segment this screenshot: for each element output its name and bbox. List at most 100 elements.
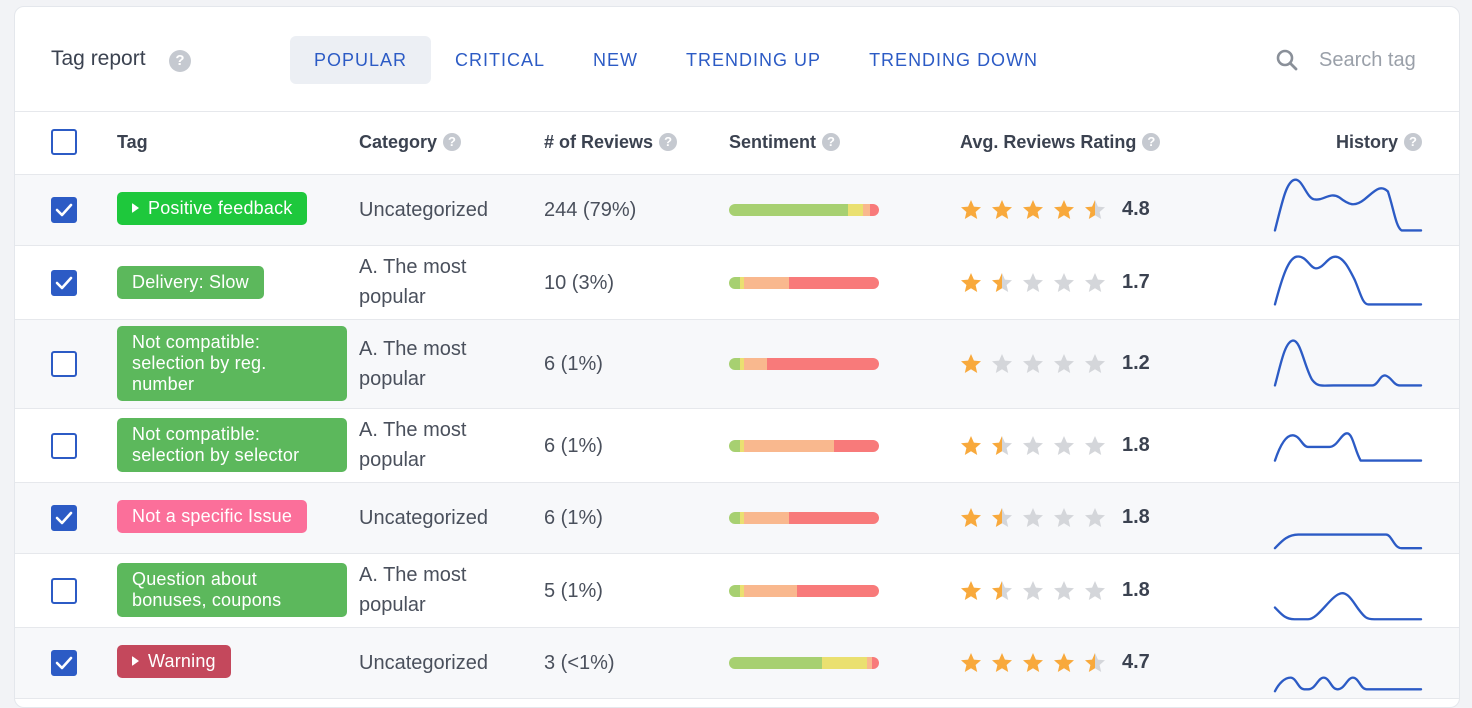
category-cell: Uncategorized: [359, 652, 488, 674]
rating-stars: [959, 352, 1114, 376]
star-icon: [961, 580, 981, 600]
category-cell: A. The most popular: [359, 338, 467, 390]
sentiment-bar: [729, 512, 879, 524]
sentiment-segment: [796, 584, 879, 597]
sentiment-segment: [729, 358, 740, 370]
star-icon: [1054, 272, 1074, 292]
help-icon[interactable]: ?: [443, 132, 462, 151]
row-checkbox[interactable]: [51, 432, 77, 459]
tag-label: Not compatible: selection by reg. number: [132, 332, 267, 394]
tab-critical[interactable]: CRITICAL: [455, 50, 546, 70]
star-icon: [1054, 508, 1074, 527]
table-row[interactable]: Delivery: Slow A. The most popular 10 (3%)…: [15, 246, 1459, 320]
sentiment-segment: [729, 584, 740, 597]
tag-label: Delivery: Slow: [132, 272, 249, 292]
avg-rating: 1.8: [1122, 578, 1150, 601]
star-icon: [1085, 272, 1105, 292]
tag-badge[interactable]: Delivery: Slow: [117, 266, 264, 299]
star-icon: [961, 435, 981, 455]
table-row[interactable]: Positive feedback Uncategorized 244 (79%) 4…: [15, 175, 1459, 246]
tag-label: Positive feedback: [148, 198, 293, 218]
star-icon: [1054, 200, 1074, 219]
sentiment-bar: [729, 358, 879, 370]
column-category[interactable]: Category?: [359, 132, 462, 153]
table-row[interactable]: Warning Uncategorized 3 (<1%) 4.7: [15, 628, 1459, 699]
tab-trending-up[interactable]: TRENDING UP: [686, 50, 822, 70]
help-icon[interactable]: ?: [1404, 132, 1423, 151]
tag-label: Question about bonuses, coupons: [132, 569, 282, 610]
row-checkbox[interactable]: [51, 577, 77, 604]
sentiment-segment: [862, 204, 870, 216]
row-checkbox[interactable]: [51, 197, 77, 223]
history-sparkline[interactable]: [1273, 409, 1423, 482]
row-checkbox[interactable]: [51, 505, 77, 531]
star-icon: [1054, 354, 1074, 373]
sentiment-bar: [729, 204, 879, 216]
history-sparkline[interactable]: [1273, 483, 1423, 553]
tag-badge[interactable]: Warning: [117, 645, 231, 678]
play-icon: [132, 656, 139, 666]
table-row[interactable]: Not compatible: selection by selector A. …: [15, 409, 1459, 483]
table-row[interactable]: Question about bonuses, coupons A. The mo…: [15, 554, 1459, 628]
history-sparkline[interactable]: [1273, 628, 1423, 698]
sentiment-segment: [729, 439, 740, 452]
sentiment-segment: [729, 657, 822, 669]
tag-table-body: Positive feedback Uncategorized 244 (79%) 4…: [15, 175, 1459, 699]
history-sparkline[interactable]: [1273, 554, 1423, 627]
page-title-text: Tag report: [51, 47, 146, 70]
sentiment-segment: [744, 358, 767, 370]
star-icon: [1085, 354, 1105, 373]
sentiment-segment: [729, 512, 740, 524]
table-row[interactable]: Not a specific Issue Uncategorized 6 (1%) 1…: [15, 483, 1459, 554]
help-icon[interactable]: ?: [1142, 132, 1161, 151]
star-icon: [1085, 435, 1105, 455]
sentiment-segment: [729, 276, 740, 289]
column-tag[interactable]: Tag: [117, 132, 148, 152]
row-checkbox[interactable]: [51, 351, 77, 377]
history-sparkline[interactable]: [1273, 246, 1423, 319]
star-icon: [961, 354, 981, 373]
search-input[interactable]: [1317, 47, 1459, 73]
select-all-checkbox[interactable]: [51, 129, 77, 155]
column-sentiment[interactable]: Sentiment?: [729, 132, 841, 153]
category-cell: Uncategorized: [359, 507, 488, 529]
sentiment-segment: [789, 276, 879, 289]
history-sparkline[interactable]: [1273, 320, 1423, 408]
tag-badge[interactable]: Not a specific Issue: [117, 500, 308, 533]
check-icon: [55, 656, 73, 670]
help-icon[interactable]: ?: [822, 132, 841, 151]
star-icon: [1023, 200, 1043, 219]
star-icon: [1054, 653, 1074, 672]
star-icon: [992, 435, 1012, 455]
row-checkbox[interactable]: [51, 650, 77, 676]
table-row[interactable]: Not compatible: selection by reg. number…: [15, 320, 1459, 409]
search-icon[interactable]: [1275, 48, 1299, 72]
tag-badge[interactable]: Question about bonuses, coupons: [117, 563, 347, 617]
star-icon: [961, 508, 981, 527]
tag-badge[interactable]: Not compatible: selection by selector: [117, 418, 347, 472]
tag-badge[interactable]: Positive feedback: [117, 192, 308, 225]
rating-stars: [959, 651, 1114, 675]
reviews-count: 6 (1%): [544, 507, 603, 529]
tag-label: Not a specific Issue: [132, 506, 293, 526]
tab-popular[interactable]: POPULAR: [290, 36, 432, 84]
avg-rating: 1.2: [1122, 352, 1150, 374]
column-history[interactable]: History?: [1336, 132, 1423, 153]
tag-badge[interactable]: Not compatible: selection by reg. number: [117, 326, 347, 401]
star-icon: [961, 272, 981, 292]
star-icon: [1054, 580, 1074, 600]
check-icon: [55, 276, 73, 289]
tab-new[interactable]: NEW: [593, 50, 639, 70]
tag-report-card: Tag report ? POPULAR CRITICAL NEW TRENDI…: [14, 6, 1460, 708]
sentiment-segment: [744, 439, 834, 452]
row-checkbox[interactable]: [51, 269, 77, 296]
tab-trending-down[interactable]: TRENDING DOWN: [869, 50, 1039, 70]
star-icon: [1023, 508, 1043, 527]
column-rating[interactable]: Avg. Reviews Rating?: [960, 132, 1161, 153]
reviews-count: 6 (1%): [544, 434, 603, 457]
help-icon[interactable]: ?: [169, 50, 191, 72]
help-icon[interactable]: ?: [659, 132, 678, 151]
history-sparkline[interactable]: [1273, 175, 1423, 245]
sentiment-segment: [744, 512, 789, 524]
column-reviews[interactable]: # of Reviews?: [544, 132, 678, 153]
